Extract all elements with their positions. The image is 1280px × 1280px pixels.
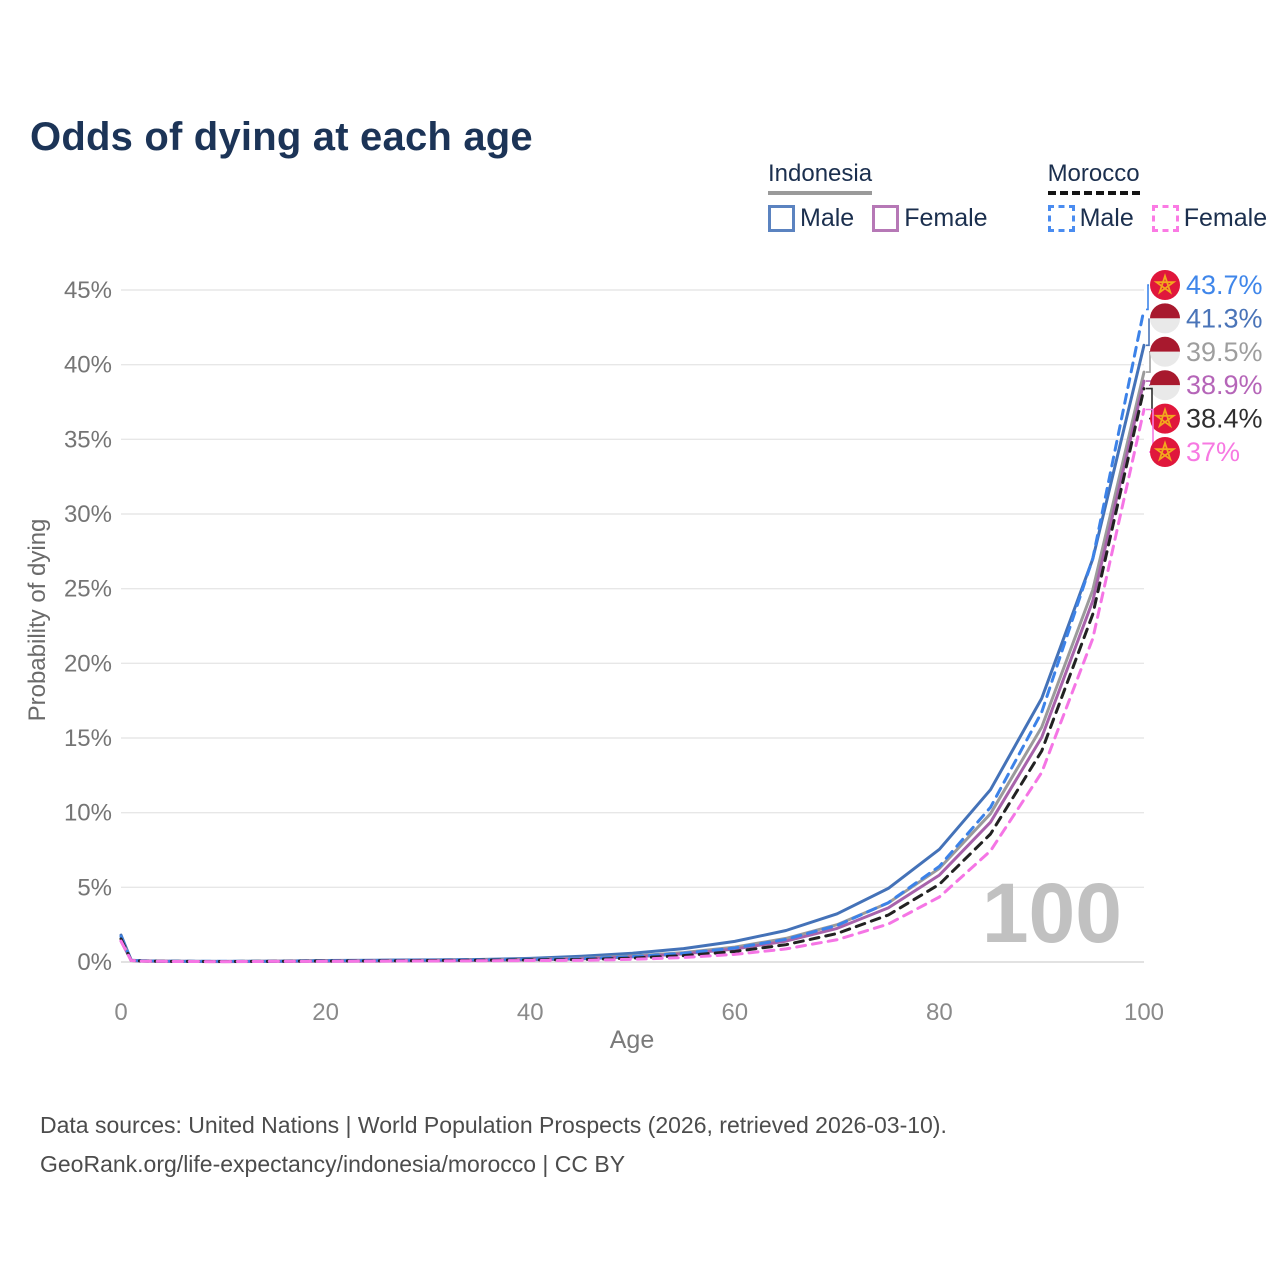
star-icon [1153,440,1177,462]
x-tick-label: 100 [1124,999,1164,1026]
age-watermark: 100 [982,866,1122,960]
y-tick-label: 0% [77,949,112,976]
y-tick-label: 45% [64,277,112,304]
legend-group-indonesia: Indonesia Male Female [768,160,988,233]
y-tick-label: 15% [64,725,112,752]
end-label-connector [1146,318,1150,347]
legend-group-morocco: Morocco Male Female [1047,160,1268,233]
page-title: Odds of dying at each age [30,114,533,159]
y-tick-label: 30% [64,501,112,528]
end-label-connector [1146,284,1149,311]
indonesia-flag-icon [1150,303,1180,334]
footer: Data sources: United Nations | World Pop… [40,1106,947,1184]
y-tick-label: 25% [64,576,112,603]
end-value-label: 37% [1186,437,1240,467]
indonesia-flag-icon [1150,336,1180,367]
end-label-connector [1146,351,1151,373]
indonesia-flag-icon [1150,370,1180,401]
x-tick-label: 60 [721,999,748,1026]
legend-item-indonesia-female[interactable]: Female [872,204,988,233]
end-labels: 43.7%41.3% 39.5%38.9% 38.4%37% [1146,270,1263,467]
chart-legend: Indonesia Male Female Morocco Male Femal… [768,160,1267,233]
end-value-label: 41.3% [1186,303,1263,333]
legend-item-morocco-male[interactable]: Male [1047,204,1134,233]
y-axis-title: Probability of dying [24,519,51,722]
y-tick-label: 5% [77,874,112,901]
footer-attribution: GeoRank.org/life-expectancy/indonesia/mo… [40,1151,626,1178]
legend-items-morocco: Male Female [1047,204,1268,233]
legend-label: Male [800,204,855,232]
x-tick-label: 40 [517,999,544,1026]
legend-country-indonesia: Indonesia [768,160,873,195]
y-tick-label: 20% [64,650,112,677]
x-tick-label: 80 [926,999,953,1026]
end-value-label: 38.4% [1186,404,1263,434]
legend-label: Female [904,204,988,232]
morocco-flag-icon [1150,403,1180,434]
star-icon [1153,273,1177,295]
morocco-female-swatch-icon [1151,205,1179,232]
morocco-flag-icon [1150,437,1180,467]
x-tick-label: 20 [312,999,339,1026]
series-line-morocco-female[interactable] [119,408,1146,964]
indonesia-male-swatch-icon [768,205,795,232]
y-tick-label: 35% [64,426,112,453]
series-lines [119,307,1146,964]
gridlines [121,289,1144,963]
legend-item-indonesia-male[interactable]: Male [768,204,854,233]
legend-items-indonesia: Male Female [768,204,988,233]
y-tick-label: 10% [64,800,112,827]
end-value-label: 38.9% [1186,370,1263,400]
legend-country-morocco: Morocco [1047,160,1140,195]
end-value-label: 43.7% [1186,270,1263,300]
legend-item-morocco-female[interactable]: Female [1151,204,1268,233]
legend-label: Female [1183,204,1268,232]
series-line-morocco-male[interactable] [119,307,1146,963]
end-value-label: 39.5% [1186,337,1263,367]
x-tick-label: 0 [114,999,127,1026]
indonesia-female-swatch-icon [872,205,900,232]
x-axis-title: Age [610,1026,654,1054]
morocco-male-swatch-icon [1047,205,1075,232]
morocco-flag-icon [1150,270,1180,300]
legend-label: Male [1079,204,1134,232]
y-tick-label: 40% [64,352,112,379]
star-icon [1153,406,1177,429]
axis-labels: 0% 5% 10% 15% 20% 25% 30% 35% 40% 45% 0 20 40 60 80 100 [64,277,1164,1026]
footer-data-sources: Data sources: United Nations | World Pop… [40,1112,947,1138]
